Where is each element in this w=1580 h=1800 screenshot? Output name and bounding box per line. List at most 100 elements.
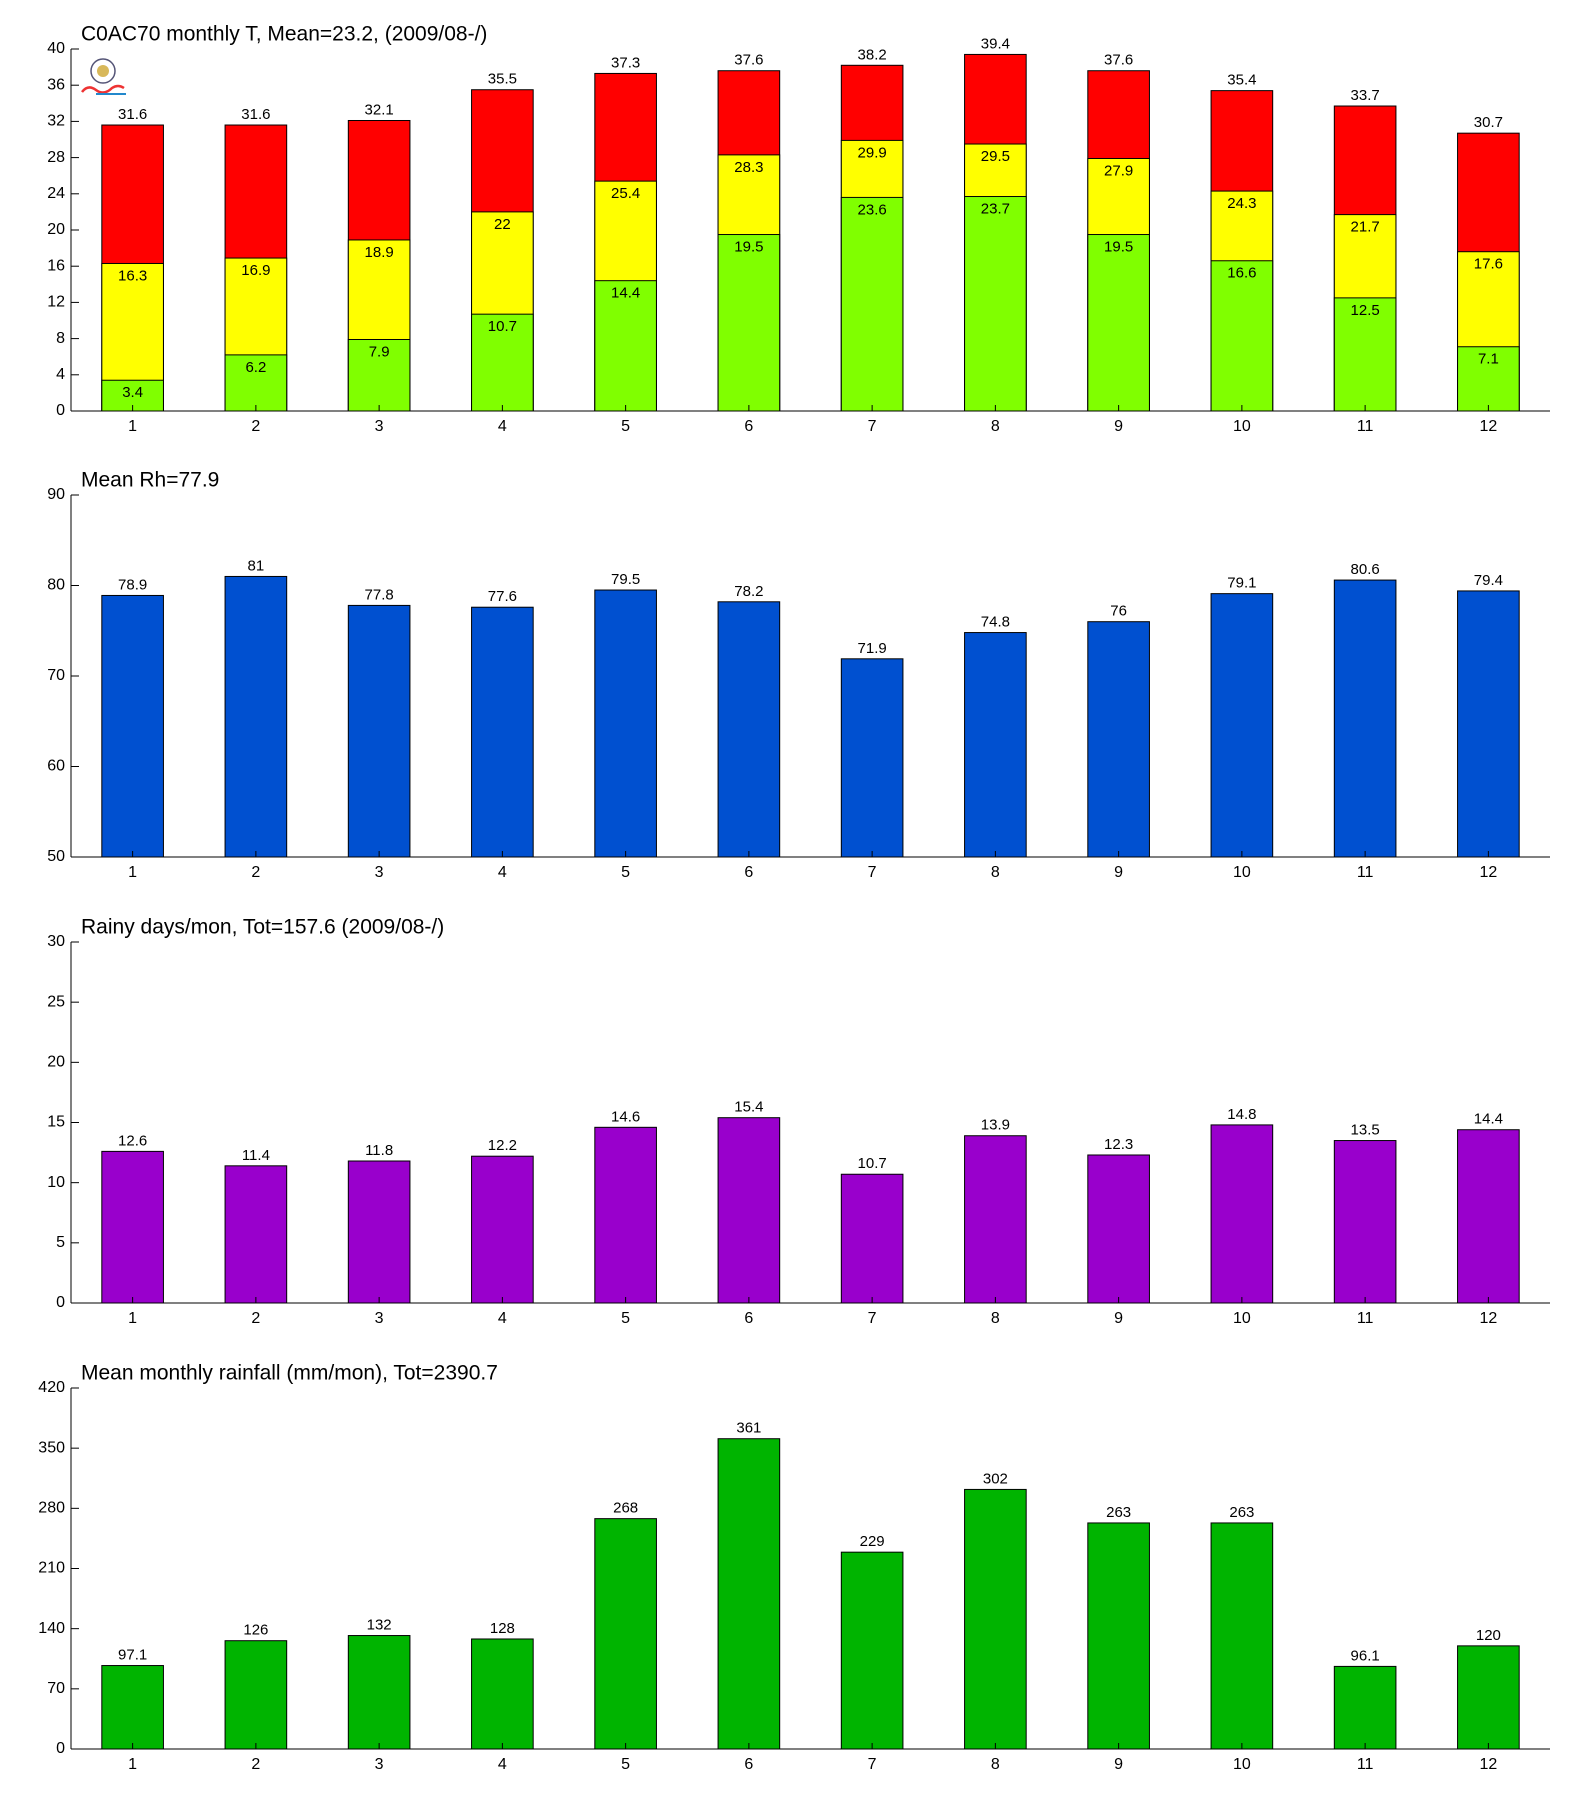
value-label: 11.4	[242, 1147, 270, 1164]
x-tick-label: 7	[868, 864, 877, 881]
bar	[840, 196, 904, 412]
x-tick-label: 11	[1357, 418, 1374, 435]
x-tick-label: 8	[991, 1756, 1000, 1773]
value-label: 79.1	[1227, 575, 1256, 592]
value-label: 21.7	[1351, 219, 1380, 236]
value-label: 78.2	[734, 583, 763, 600]
y-tick-label: 15	[47, 1114, 65, 1131]
x-tick-label: 3	[375, 864, 384, 881]
value-label: 37.3	[611, 54, 640, 71]
value-label: 17.6	[1474, 256, 1503, 273]
x-tick-label: 12	[1479, 1310, 1497, 1327]
bar	[347, 1635, 411, 1750]
bar	[101, 594, 164, 858]
chart-title: C0AC70 monthly T, Mean=23.2, (2009/08-/)	[81, 23, 487, 46]
value-label: 28.3	[734, 159, 763, 176]
value-label: 22	[494, 216, 511, 233]
value-label: 81	[248, 557, 265, 574]
value-label: 25.4	[611, 185, 640, 202]
x-tick-label: 3	[375, 418, 384, 435]
x-tick-label: 11	[1357, 1756, 1374, 1773]
x-tick-label: 2	[251, 418, 260, 435]
value-label: 120	[1476, 1627, 1501, 1644]
value-label: 12.5	[1351, 302, 1380, 319]
value-label: 128	[490, 1620, 515, 1637]
y-tick-label: 140	[38, 1620, 65, 1637]
bar	[1210, 260, 1274, 412]
value-label: 11.8	[365, 1142, 393, 1159]
value-label: 32.1	[365, 101, 394, 118]
bar	[224, 1165, 288, 1304]
logo-swoosh	[81, 84, 125, 94]
bar	[964, 1135, 1027, 1304]
y-tick-label: 70	[47, 1680, 65, 1697]
x-tick-label: 7	[868, 1756, 877, 1773]
bar	[1457, 1645, 1520, 1750]
chart-title: Rainy days/mon, Tot=157.6 (2009/08-/)	[81, 916, 444, 939]
y-tick-label: 32	[47, 113, 65, 130]
bar	[717, 1438, 781, 1750]
x-tick-label: 8	[991, 864, 1000, 881]
bar	[1087, 621, 1150, 858]
value-label: 37.6	[1104, 52, 1133, 69]
value-label: 7.9	[369, 343, 390, 360]
x-tick-label: 4	[498, 864, 507, 881]
value-label: 78.9	[118, 576, 147, 593]
x-tick-label: 1	[128, 864, 137, 881]
value-label: 12.3	[1104, 1136, 1133, 1153]
bar	[1333, 579, 1397, 858]
value-label: 7.1	[1478, 351, 1499, 368]
value-label: 229	[860, 1533, 885, 1550]
value-label: 10.7	[858, 1155, 887, 1172]
y-tick-label: 50	[47, 848, 65, 865]
y-tick-label: 60	[47, 758, 65, 775]
value-label: 12.2	[488, 1137, 517, 1154]
x-tick-label: 6	[744, 418, 753, 435]
y-tick-label: 36	[47, 76, 65, 93]
x-tick-label: 10	[1233, 1310, 1251, 1327]
value-label: 23.6	[858, 201, 887, 218]
y-tick-label: 20	[47, 1054, 65, 1071]
bar	[1333, 1665, 1397, 1750]
bar	[964, 632, 1027, 858]
y-tick-label: 28	[47, 149, 65, 166]
x-tick-label: 4	[498, 418, 507, 435]
value-label: 77.6	[488, 588, 517, 605]
y-tick-label: 350	[38, 1439, 65, 1456]
x-tick-label: 11	[1357, 864, 1374, 881]
value-label: 71.9	[858, 640, 887, 657]
value-label: 13.5	[1351, 1122, 1380, 1139]
value-label: 76	[1110, 603, 1127, 620]
chart-title: Mean Rh=77.9	[81, 469, 219, 492]
value-label: 14.6	[611, 1108, 640, 1125]
value-label: 79.5	[611, 571, 640, 588]
x-tick-label: 6	[744, 1756, 753, 1773]
x-tick-label: 1	[128, 1310, 137, 1327]
y-tick-label: 5	[56, 1234, 65, 1251]
value-label: 13.9	[981, 1117, 1010, 1134]
bar	[1457, 590, 1520, 858]
bar	[224, 575, 288, 858]
x-tick-label: 12	[1479, 864, 1497, 881]
bar	[101, 1150, 164, 1304]
bar	[347, 339, 411, 412]
value-label: 19.5	[734, 238, 763, 255]
logo	[81, 58, 126, 95]
value-label: 268	[613, 1500, 638, 1517]
value-label: 31.6	[118, 106, 147, 123]
bar	[1087, 234, 1150, 412]
bar	[717, 234, 781, 412]
x-tick-label: 5	[621, 418, 630, 435]
bar	[471, 313, 534, 412]
y-tick-label: 20	[47, 221, 65, 238]
value-label: 10.7	[488, 318, 517, 335]
y-tick-label: 8	[56, 330, 65, 347]
x-tick-label: 4	[498, 1310, 507, 1327]
value-label: 29.9	[858, 144, 887, 161]
bar	[347, 1160, 411, 1304]
bar	[840, 658, 904, 858]
value-label: 14.4	[1474, 1111, 1503, 1128]
x-tick-label: 6	[744, 864, 753, 881]
x-tick-label: 2	[251, 1310, 260, 1327]
